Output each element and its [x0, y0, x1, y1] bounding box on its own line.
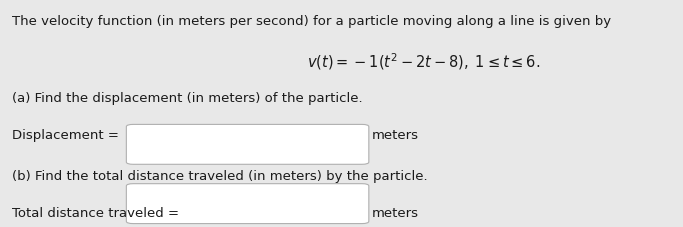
FancyBboxPatch shape — [126, 125, 369, 165]
FancyBboxPatch shape — [126, 184, 369, 224]
Text: Total distance traveled =: Total distance traveled = — [12, 207, 184, 220]
Text: (a) Find the displacement (in meters) of the particle.: (a) Find the displacement (in meters) of… — [12, 92, 363, 105]
Text: The velocity function (in meters per second) for a particle moving along a line : The velocity function (in meters per sec… — [12, 15, 611, 28]
Text: $v(t) = -1(t^2 - 2t - 8), \; 1 \leq t \leq 6.$: $v(t) = -1(t^2 - 2t - 8), \; 1 \leq t \l… — [307, 51, 540, 72]
Text: (b) Find the total distance traveled (in meters) by the particle.: (b) Find the total distance traveled (in… — [12, 169, 428, 182]
Text: meters: meters — [372, 207, 419, 220]
Text: Displacement =: Displacement = — [12, 128, 124, 141]
Text: meters: meters — [372, 128, 419, 141]
